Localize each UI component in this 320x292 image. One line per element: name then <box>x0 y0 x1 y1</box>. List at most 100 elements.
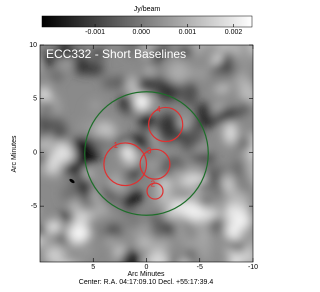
noise-blob <box>213 45 219 47</box>
region-label: 1 <box>113 141 118 150</box>
noise-blob <box>186 124 202 148</box>
noise-blob <box>83 62 105 76</box>
noise-blob <box>127 76 137 95</box>
x-tick-label: -5 <box>197 264 203 271</box>
y-tick-label: 10 <box>29 42 37 49</box>
noise-blob <box>118 95 133 111</box>
noise-blob <box>254 171 271 192</box>
noise-blob <box>123 210 144 230</box>
noise-blob <box>195 103 212 119</box>
noise-blob <box>139 109 154 131</box>
noise-blob <box>52 144 75 164</box>
noise-blob <box>133 90 151 113</box>
region-circle <box>146 182 164 200</box>
noise-blob <box>238 80 253 104</box>
noise-blob <box>85 103 100 122</box>
noise-blob <box>57 232 69 247</box>
noise-blob <box>77 197 98 211</box>
noise-blob <box>198 45 217 50</box>
noise-blob <box>198 186 211 196</box>
noise-blob <box>141 59 151 69</box>
image-title: ECC332 - Short Baselines <box>46 47 186 61</box>
colorbar-tick-label: 0.000 <box>132 29 150 36</box>
region-circle <box>148 106 184 143</box>
footer: Center: R.A. 04:17:09.10 Decl. +55:17:39… <box>79 279 214 286</box>
noise-blob <box>69 202 80 213</box>
x-axis-label: Arc Minutes <box>128 271 165 278</box>
x-tick-label: -10 <box>248 264 258 271</box>
noise-blob <box>177 83 190 104</box>
noise-blob <box>207 216 227 234</box>
noise-blob <box>197 117 217 127</box>
noise-blob <box>168 45 183 59</box>
noise-blob <box>179 259 188 262</box>
noise-blob <box>235 183 253 194</box>
noise-blob <box>241 45 252 46</box>
noise-blob <box>77 119 96 141</box>
beam <box>69 178 75 184</box>
noise-blob <box>148 34 165 42</box>
noise-blob <box>184 141 193 152</box>
noise-blob <box>231 160 246 179</box>
noise-blob <box>256 78 264 89</box>
noise-blob <box>255 72 267 94</box>
noise-blob <box>151 215 168 240</box>
noise-blob <box>234 211 251 230</box>
noise-blob <box>165 45 174 49</box>
noise-blob <box>218 45 231 51</box>
noise-blob <box>40 118 48 141</box>
noise-blob <box>105 235 115 245</box>
noise-blob <box>65 259 83 262</box>
noise-blob <box>120 249 140 262</box>
noise-blob <box>251 232 253 244</box>
noise-blob <box>209 71 233 87</box>
noise-blob <box>71 211 93 222</box>
noise-blob <box>127 134 152 150</box>
noise-blob <box>101 78 121 89</box>
noise-blob <box>44 50 54 68</box>
region-label: 2 <box>151 179 156 188</box>
noise-blob <box>125 189 144 204</box>
noise-blob <box>178 46 194 56</box>
noise-blob <box>41 101 56 115</box>
noise-blob <box>233 135 253 152</box>
noise-blob <box>78 177 92 201</box>
noise-blob <box>185 203 207 223</box>
noise-blob <box>223 121 238 145</box>
noise-blob <box>117 76 126 88</box>
colorbar-label: Jy/beam <box>134 6 161 13</box>
noise-blob <box>75 45 80 47</box>
x-tick-label: 0 <box>145 264 149 271</box>
noise-blob <box>67 221 91 244</box>
noise-blob <box>51 121 68 142</box>
y-tick-label: -5 <box>31 203 37 210</box>
y-axis-label: Arc Minutes <box>11 135 18 172</box>
noise-blob <box>27 128 36 140</box>
noise-blob <box>223 190 232 201</box>
colorbar <box>41 15 253 28</box>
noise-blob <box>104 203 121 213</box>
noise-blob <box>136 76 157 96</box>
noise-blob <box>256 47 271 60</box>
noise-blob <box>190 151 215 164</box>
noise-blob <box>238 227 253 243</box>
noise-blob <box>228 258 240 262</box>
noise-blob <box>210 230 230 251</box>
y-tick-label: 5 <box>33 96 37 103</box>
noise-blob <box>74 56 89 76</box>
noise-blob <box>40 233 42 238</box>
noise-blob <box>152 45 161 48</box>
noise-blob <box>105 223 122 236</box>
noise-blob <box>46 220 61 233</box>
colorbar-tick-label: 0.002 <box>225 29 243 36</box>
noise-blob <box>248 48 253 57</box>
noise-blob <box>40 224 48 239</box>
noise-blob <box>232 55 245 77</box>
noise-blob <box>142 45 152 55</box>
colorbar-tick-label: -0.001 <box>85 29 105 36</box>
noise-blob <box>147 142 165 151</box>
noise-blob <box>40 101 42 111</box>
noise-blob <box>203 167 227 177</box>
region-circle <box>84 91 209 216</box>
noise-blob <box>166 60 190 85</box>
